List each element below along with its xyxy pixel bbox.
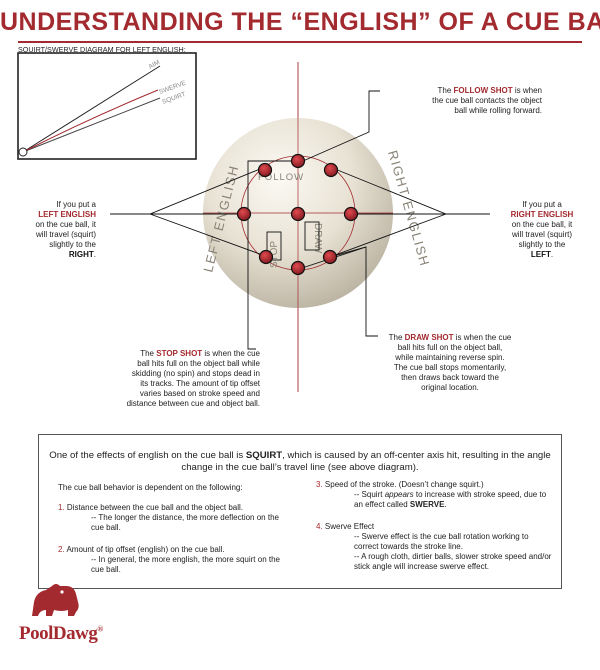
squirt-diagram-caption: SQUIRT/SWERVE DIAGRAM FOR LEFT ENGLISH:	[18, 45, 186, 54]
squirt-line	[22, 97, 161, 153]
left-english-highlight: LEFT ENGLISH	[38, 210, 96, 219]
dot-left-english	[236, 206, 252, 222]
dot-top-left	[257, 162, 273, 178]
stop-shot-annotation: The STOP SHOT is when the cue ball hits …	[126, 349, 260, 408]
dot-follow	[290, 153, 306, 169]
dependent-text: The cue ball behavior is dependent on th…	[58, 483, 243, 492]
swerve-line	[22, 89, 159, 153]
swerve-term: SWERVE	[409, 500, 445, 509]
item-3: 3. Speed of the stroke. (Doesn’t change …	[316, 480, 484, 489]
info-box	[38, 434, 562, 589]
dot-center	[290, 206, 306, 222]
cue-ball-diagram: AIM SWERVE SQUIRT FOLLOW LEFT ENGLISH RI…	[17, 52, 490, 392]
bulldog-logo-icon	[32, 584, 79, 616]
follow-shot-annotation: The FOLLOW SHOT is when the cue ball con…	[432, 86, 542, 115]
pooldawg-logo: PoolDawg®	[19, 623, 103, 644]
title-divider	[18, 41, 582, 43]
stop-label: STOP	[269, 241, 280, 268]
inset-cue-ball	[18, 147, 28, 157]
annotation-leader-lines	[110, 90, 490, 350]
right-english-annotation: If you put a RIGHT ENGLISH on the cue ba…	[510, 200, 574, 259]
draw-shot-annotation: The DRAW SHOT is when the cue ball hits …	[388, 333, 512, 392]
squirt-swerve-inset: AIM SWERVE SQUIRT	[17, 52, 197, 160]
follow-label: FOLLOW	[258, 172, 304, 183]
dot-bottom-left	[258, 249, 274, 265]
contact-dots	[236, 153, 359, 276]
dot-right-english	[343, 206, 359, 222]
squirt-term: SQUIRT	[245, 450, 283, 461]
dot-draw	[290, 260, 306, 276]
dot-bottom-right	[322, 249, 338, 265]
item-2: 2. Amount of tip offset (english) on the…	[58, 545, 225, 554]
draw-label: DRAW	[312, 223, 323, 254]
info-right-column: 3. Speed of the stroke. (Doesn’t change …	[316, 480, 554, 572]
aim-line	[22, 65, 161, 153]
info-intro: One of the effects of english on the cue…	[49, 450, 551, 473]
dot-top-right	[323, 162, 339, 178]
page-title: UNDERSTANDING THE “ENGLISH” OF A CUE BAL…	[0, 8, 600, 36]
left-english-annotation: If you put a LEFT ENGLISH on the cue bal…	[35, 200, 96, 259]
item-4: 4. Swerve Effect	[316, 522, 375, 531]
right-english-highlight: RIGHT ENGLISH	[510, 210, 574, 219]
info-left-column: The cue ball behavior is dependent on th…	[58, 483, 288, 575]
aim-label: AIM	[148, 59, 162, 71]
item-1: 1. Distance between the cue ball and the…	[58, 503, 244, 512]
